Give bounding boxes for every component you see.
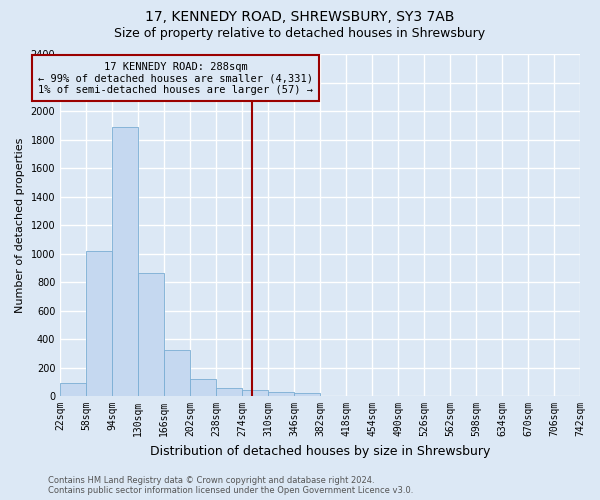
Y-axis label: Number of detached properties: Number of detached properties xyxy=(15,138,25,312)
Bar xyxy=(86,250,112,396)
Bar xyxy=(138,274,164,396)
X-axis label: Distribution of detached houses by size in Shrewsbury: Distribution of detached houses by size … xyxy=(150,444,490,458)
Text: Size of property relative to detached houses in Shrewsbury: Size of property relative to detached ho… xyxy=(115,28,485,40)
Bar xyxy=(112,126,138,396)
Bar xyxy=(294,393,320,396)
Text: Contains HM Land Registry data © Crown copyright and database right 2024.
Contai: Contains HM Land Registry data © Crown c… xyxy=(48,476,413,495)
Text: 17, KENNEDY ROAD, SHREWSBURY, SY3 7AB: 17, KENNEDY ROAD, SHREWSBURY, SY3 7AB xyxy=(145,10,455,24)
Text: 17 KENNEDY ROAD: 288sqm
← 99% of detached houses are smaller (4,331)
1% of semi-: 17 KENNEDY ROAD: 288sqm ← 99% of detache… xyxy=(38,62,313,95)
Bar xyxy=(242,390,268,396)
Bar xyxy=(268,392,294,396)
Bar xyxy=(60,383,86,396)
Bar xyxy=(164,350,190,396)
Bar xyxy=(190,379,216,396)
Bar xyxy=(216,388,242,396)
